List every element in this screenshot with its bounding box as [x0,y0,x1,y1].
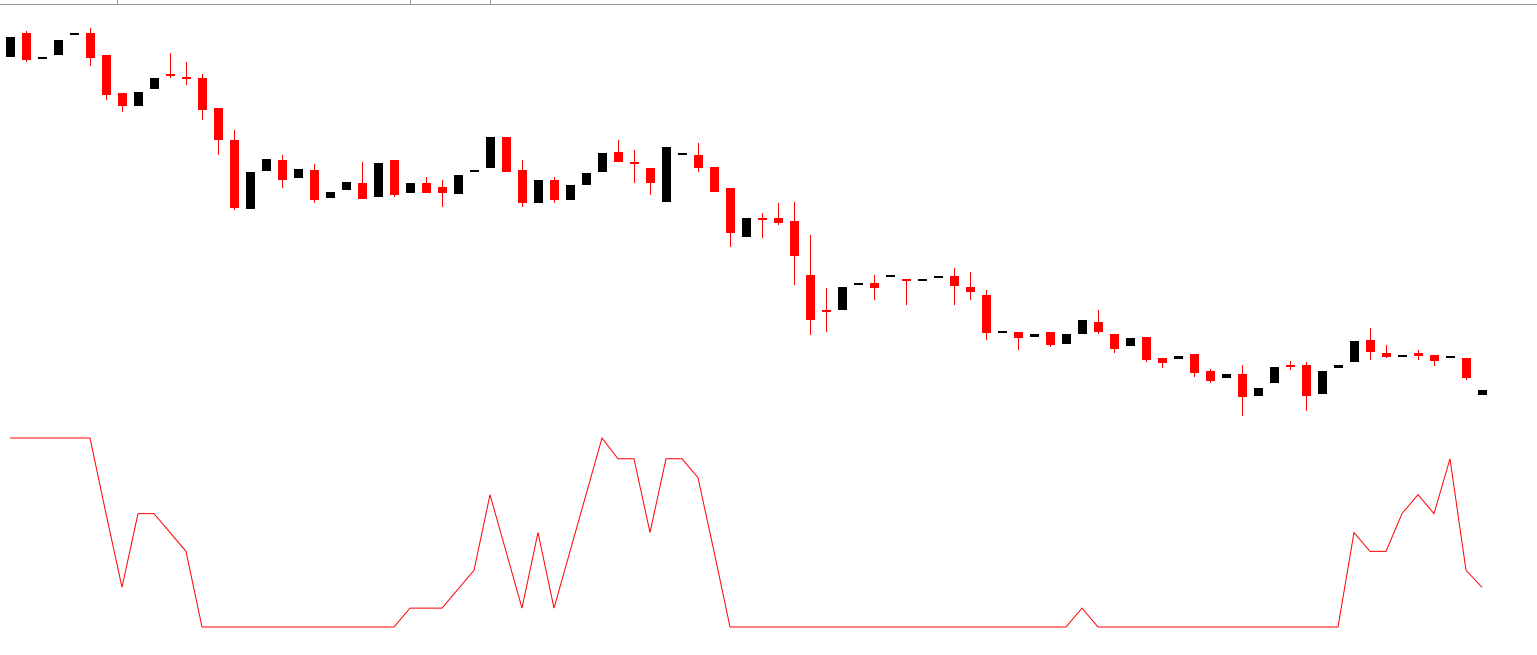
candle-body [742,218,751,237]
candle-body [1398,355,1407,357]
candle-body [518,170,527,203]
candle-body [502,137,511,172]
candle-body [1254,388,1263,396]
candle-body [70,33,79,35]
candle-body [358,183,367,199]
candle-body [86,33,95,58]
candle-body [886,275,895,277]
candle-body [774,218,783,223]
candle-body [934,276,943,278]
candle-body [1286,365,1295,367]
candle-body [326,192,335,198]
candle-body [1110,334,1119,349]
candle-body [566,185,575,200]
candle-body [150,78,159,89]
candle-body [1046,332,1055,345]
candle-body [214,108,223,140]
candle-body [294,169,303,178]
candle-body [1094,322,1103,332]
candle-body [838,287,847,310]
candle-body [262,159,271,171]
candle-body [1014,332,1023,338]
candle-body [1366,340,1375,352]
candle-body [486,137,495,168]
candle-body [1190,354,1199,373]
candle-body [822,310,831,312]
candle-body [902,279,911,281]
candle-body [38,57,47,59]
candle-body [918,279,927,281]
candle-body [854,283,863,285]
candle-body [1446,356,1455,358]
candle-body [1478,390,1487,395]
candle-body [182,77,191,79]
candle-body [246,172,255,209]
candle-body [6,37,15,57]
candle-body [614,152,623,162]
candle-body [662,147,671,202]
candle-body [1270,367,1279,383]
candle-body [230,140,239,208]
candle-body [790,221,799,256]
candle-body [598,153,607,172]
candle-body [1430,355,1439,361]
candle-body [1078,320,1087,334]
candle-body [278,160,287,180]
candle-body [534,180,543,203]
candle-body [134,92,143,106]
candle-body [1238,374,1247,397]
candle-body [1414,353,1423,356]
candle-body [582,173,591,185]
candle-body [726,188,735,233]
candle-body [390,160,399,195]
candle-body [1222,374,1231,378]
indicator-line [10,436,1483,628]
candle-body [1334,365,1343,368]
candle-body [310,170,319,200]
candle-body [710,167,719,192]
candle-body [1174,356,1183,359]
candle-body [1206,371,1215,381]
candle-body [694,155,703,168]
candle-body [1318,371,1327,394]
candle-body [166,74,175,76]
candle-body [406,183,415,193]
candle-body [54,40,63,55]
candle-body [1350,341,1359,362]
candle-body [1382,353,1391,357]
candle-body [1062,334,1071,344]
candle-body [630,162,639,164]
candle-body [198,78,207,110]
candle-body [758,218,767,220]
candle-body [342,182,351,190]
candle-body [22,33,31,60]
candle-body [1158,358,1167,363]
candle-body [998,331,1007,333]
candle-body [1462,358,1471,378]
candle-body [1126,338,1135,346]
candle-body [982,295,991,333]
candle-body [870,283,879,288]
candle-body [1030,334,1039,337]
candle-body [806,275,815,320]
candle-body [966,287,975,292]
candle-body [678,153,687,155]
candle-body [118,93,127,106]
candle-body [646,168,655,183]
candle-body [1142,337,1151,360]
candle-body [454,175,463,194]
candle-body [438,187,447,193]
candle-body [950,276,959,286]
candle-body [102,55,111,95]
candle-body [422,183,431,193]
candle-body [550,180,559,200]
candle-body [374,163,383,197]
candle-body [470,170,479,172]
candle-body [1302,365,1311,396]
